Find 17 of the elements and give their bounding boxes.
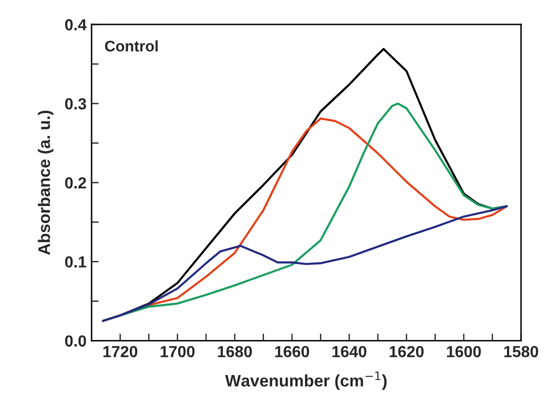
x-tick-label: 1720 (103, 346, 138, 358)
y-tick-label: 0.3 (65, 98, 86, 110)
y-tick-label: 0.2 (65, 177, 86, 189)
x-tick-label: 1600 (447, 346, 481, 358)
line-series (102, 205, 508, 322)
y-tick-label: 0.4 (65, 19, 87, 30)
y-axis-title: Absorbance (a. u.) (38, 110, 54, 255)
x-tick-label: 1580 (504, 346, 538, 358)
y-tick-label: 0.0 (65, 335, 86, 347)
x-axis-title: Wavenumber (cm$^{−1}$) (225, 372, 387, 390)
x-tick-label: 1680 (218, 346, 252, 358)
x-tick-label: 1700 (160, 346, 195, 358)
annotation: Control (105, 40, 158, 52)
x-tick-label: 1660 (275, 346, 310, 358)
y-tick-label: 0.1 (65, 256, 86, 268)
x-tick-label: 1640 (332, 346, 366, 358)
x-tick-label: 1620 (390, 346, 424, 358)
